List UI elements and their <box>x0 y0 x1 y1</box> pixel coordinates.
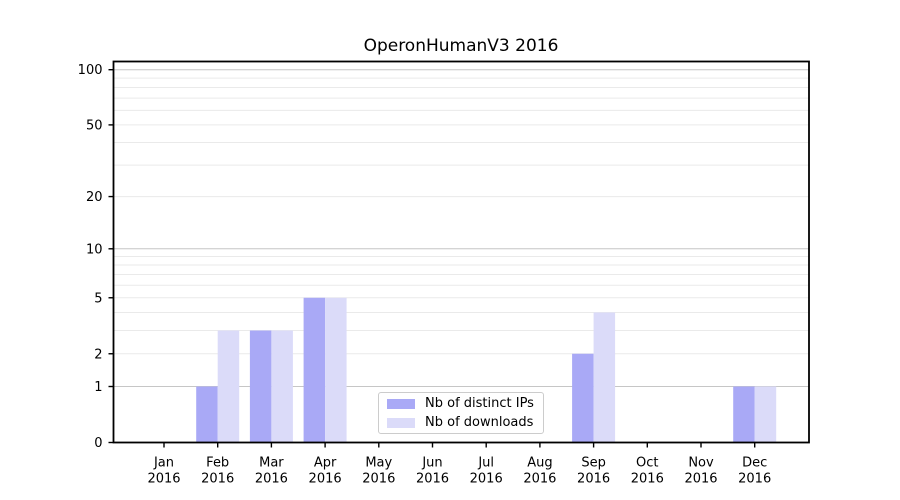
x-tick-label-oct: Oct <box>636 456 658 471</box>
bar-nb-of-distinct-ips-feb <box>196 386 218 443</box>
x-tick-label-year-nov: 2016 <box>684 472 717 487</box>
x-tick-label-year-aug: 2016 <box>523 472 556 487</box>
x-tick-label-apr: Apr <box>314 456 337 471</box>
bar-nb-of-downloads-feb <box>217 330 240 443</box>
bar-nb-of-downloads-mar <box>271 330 293 443</box>
x-tick-label-aug: Aug <box>527 456 552 471</box>
x-tick-label-mar: Mar <box>259 456 284 471</box>
y-tick-label-5: 5 <box>94 291 102 306</box>
legend-label-downloads: Nb of downloads <box>425 415 534 430</box>
x-tick-label-year-may: 2016 <box>362 472 395 487</box>
legend-label-distinct-ips: Nb of distinct IPs <box>425 396 534 411</box>
x-tick-label-year-mar: 2016 <box>255 472 288 487</box>
bar-nb-of-distinct-ips-dec <box>733 386 755 443</box>
bar-nb-of-distinct-ips-apr <box>303 297 326 443</box>
y-tick-label-100: 100 <box>78 63 103 78</box>
x-tick-label-jul: Jul <box>477 456 494 471</box>
x-tick-label-year-jul: 2016 <box>470 472 503 487</box>
x-tick-label-dec: Dec <box>742 456 767 471</box>
y-tick-label-50: 50 <box>86 118 103 133</box>
bar-nb-of-distinct-ips-mar <box>249 330 272 443</box>
x-tick-label-year-jun: 2016 <box>416 472 449 487</box>
y-tick-label-10: 10 <box>86 242 103 257</box>
y-tick-label-1: 1 <box>94 380 102 395</box>
y-tick-label-2: 2 <box>94 347 102 362</box>
x-tick-label-jan: Jan <box>153 456 174 471</box>
x-tick-label-year-jan: 2016 <box>147 472 180 487</box>
legend-swatch-downloads <box>387 417 415 428</box>
x-tick-label-nov: Nov <box>688 456 714 471</box>
chart-title: OperonHumanV3 2016 <box>363 36 559 56</box>
x-tick-label-jun: Jun <box>421 456 442 471</box>
bar-nb-of-downloads-sep <box>593 312 616 443</box>
x-tick-label-year-apr: 2016 <box>309 472 342 487</box>
bar-nb-of-downloads-dec <box>754 386 777 443</box>
y-tick-label-0: 0 <box>94 436 102 451</box>
x-tick-label-feb: Feb <box>206 456 229 471</box>
x-tick-label-year-sep: 2016 <box>577 472 610 487</box>
legend-item-downloads: Nb of downloads <box>379 415 543 430</box>
x-tick-label-may: May <box>365 456 392 471</box>
y-tick-label-20: 20 <box>86 190 103 205</box>
bar-nb-of-distinct-ips-sep <box>572 353 594 443</box>
legend-item-distinct-ips: Nb of distinct IPs <box>379 396 543 411</box>
legend: Nb of distinct IPs Nb of downloads <box>378 392 544 434</box>
legend-swatch-distinct-ips <box>387 398 415 409</box>
x-tick-label-year-oct: 2016 <box>631 472 664 487</box>
x-tick-label-year-dec: 2016 <box>738 472 771 487</box>
plot-border <box>112 60 810 444</box>
bar-nb-of-downloads-apr <box>325 297 347 443</box>
x-tick-label-sep: Sep <box>581 456 606 471</box>
x-tick-label-year-feb: 2016 <box>201 472 234 487</box>
